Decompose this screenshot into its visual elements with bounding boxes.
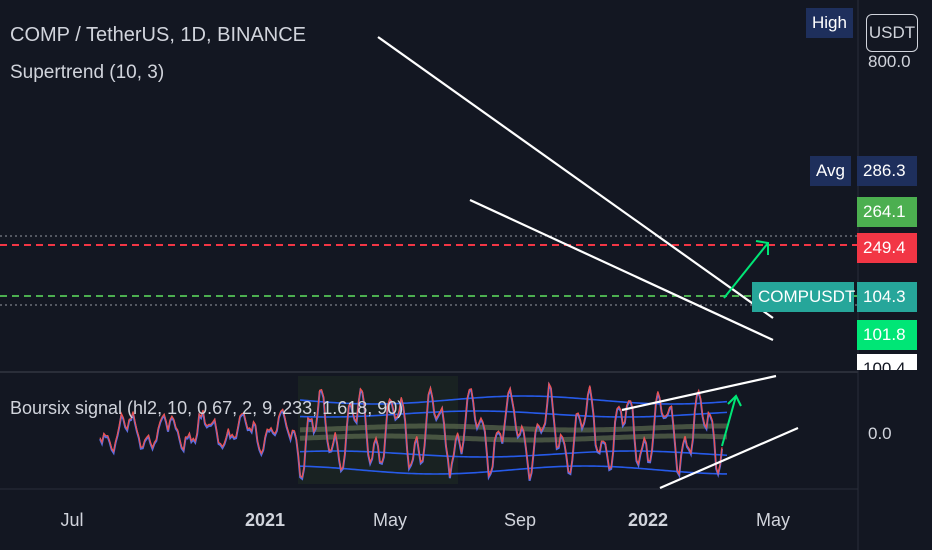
time-label-may: May — [372, 510, 408, 530]
price-tick-label: 800.0 — [868, 52, 911, 71]
support-value-tag: 101.8 — [857, 320, 917, 350]
breakout-arrow — [723, 240, 769, 299]
symbol-tag: COMPUSDT — [752, 282, 855, 312]
time-label-jul: Jul — [60, 510, 84, 530]
boursix-indicator-label[interactable]: Boursix signal (hl2, 10, 0.67, 2, 9, 233… — [10, 398, 404, 418]
cut-tag-wrapper: 100.4 — [857, 354, 917, 370]
time-label-sep: Sep — [503, 510, 537, 530]
cut-value-tag: 100.4 — [857, 354, 917, 370]
oscillator-band-line — [299, 423, 728, 433]
currency-button[interactable]: USDT — [866, 14, 918, 52]
oscillator-trigger-line — [99, 381, 723, 480]
osc-lower-trendline — [659, 426, 799, 490]
avg-tag: Avg — [810, 156, 851, 186]
wedge-upper-trendline — [377, 36, 774, 319]
oscillator-band-line — [299, 433, 728, 443]
supertrend-indicator-label[interactable]: Supertrend (10, 3) — [10, 62, 165, 83]
oscillator-band-line — [299, 450, 728, 458]
time-label-2021: 2021 — [244, 510, 286, 530]
avg-value-tag: 286.3 — [857, 156, 917, 186]
high-tag: High — [806, 8, 853, 38]
time-label-2022: 2022 — [627, 510, 669, 530]
osc-breakout-arrow — [721, 394, 742, 447]
wedge-lower-trendline — [469, 199, 774, 341]
last-price-tag: 104.3 — [857, 282, 917, 312]
time-label-may-2022: May — [755, 510, 791, 530]
chart-symbol-title[interactable]: COMP / TetherUS, 1D, BINANCE — [10, 24, 307, 46]
red-line-value-tag: 249.4 — [857, 233, 917, 263]
supertrend-value-tag: 264.1 — [857, 197, 917, 227]
oscillator-signal — [99, 381, 723, 482]
oscillator-axis-label: 0.0 — [868, 424, 892, 443]
oscillator-band-line — [299, 465, 728, 475]
osc-upper-trendline — [621, 374, 777, 412]
